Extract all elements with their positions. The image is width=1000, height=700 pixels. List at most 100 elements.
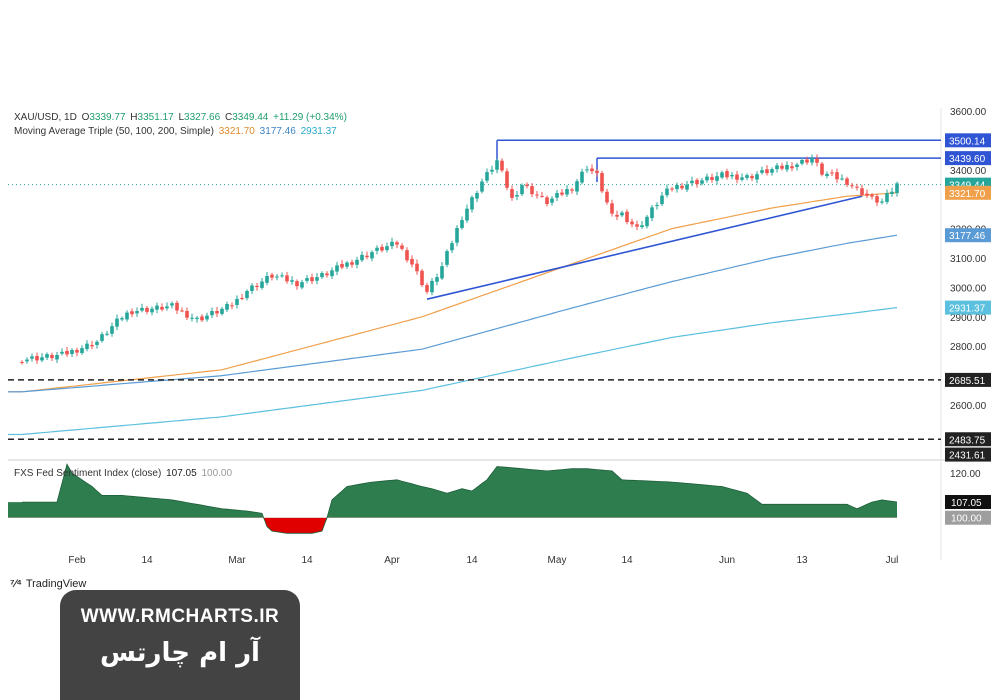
candle xyxy=(85,340,89,352)
price-label-box xyxy=(945,133,991,148)
candle-body xyxy=(395,242,399,245)
candle-body xyxy=(400,245,404,249)
candle-body xyxy=(385,246,389,251)
price-label-box xyxy=(945,432,991,447)
candle-body xyxy=(535,194,539,196)
candle-body xyxy=(50,355,54,359)
candle-body xyxy=(755,174,759,180)
candle-body xyxy=(615,214,619,217)
candle-body xyxy=(860,188,864,195)
candle xyxy=(430,277,434,296)
candle-body xyxy=(710,177,714,180)
candle-body xyxy=(180,310,184,312)
candle-body xyxy=(865,193,869,196)
candle-body xyxy=(750,176,754,179)
candle-body xyxy=(255,285,259,288)
candle-body xyxy=(565,189,569,195)
candle-body xyxy=(425,285,429,292)
candle xyxy=(685,181,689,192)
candle xyxy=(720,170,724,180)
candle-body xyxy=(555,193,559,198)
candle xyxy=(270,272,274,281)
candle xyxy=(735,170,739,184)
candle-body xyxy=(465,208,469,221)
candle xyxy=(805,156,809,165)
candle xyxy=(255,282,259,291)
candle-body xyxy=(110,326,114,334)
symbol-label: XAU/USD, 1D xyxy=(14,112,77,123)
candle-body xyxy=(470,197,474,210)
candle-body xyxy=(625,211,629,223)
candle xyxy=(895,181,899,197)
candle-body xyxy=(305,278,309,281)
candle-body xyxy=(490,169,494,172)
candle xyxy=(470,195,474,213)
candle-body xyxy=(645,216,649,227)
candle-body xyxy=(685,184,689,190)
y-tick-label: 2800.00 xyxy=(950,342,987,353)
candle xyxy=(290,276,294,285)
candle xyxy=(215,306,219,317)
candle-body xyxy=(130,311,134,315)
candle xyxy=(565,184,569,197)
candle xyxy=(145,306,149,315)
candle xyxy=(280,272,284,278)
candle-body xyxy=(355,259,359,265)
candle-body xyxy=(445,251,449,265)
candle-body xyxy=(815,158,819,163)
candle-body xyxy=(525,184,529,187)
ma100-value: 3177.46 xyxy=(259,126,296,137)
change-value: +11.29 (+0.34%) xyxy=(273,112,347,123)
ma100-line xyxy=(21,234,898,393)
candle-body xyxy=(290,280,294,282)
candle xyxy=(700,178,704,186)
candle xyxy=(810,154,814,166)
candle xyxy=(445,249,449,268)
candle-body xyxy=(790,166,794,169)
candle xyxy=(495,158,499,174)
candle xyxy=(870,193,874,200)
sentiment-header: FXS Fed Sentiment Index (close) 107.05 1… xyxy=(14,468,232,479)
candle-body xyxy=(20,361,24,363)
candle-body xyxy=(675,184,679,190)
price-label-text: 2931.37 xyxy=(949,304,986,315)
candle-body xyxy=(310,277,314,282)
price-label-text: 2685.51 xyxy=(949,376,986,387)
sentiment-title: FXS Fed Sentiment Index (close) xyxy=(14,468,162,479)
candle xyxy=(230,302,234,310)
y-tick-label: 3600.00 xyxy=(950,107,987,118)
candle-body xyxy=(185,310,189,318)
candle-body xyxy=(460,220,464,229)
y-tick-label: 3100.00 xyxy=(950,254,987,265)
candle xyxy=(790,162,794,172)
candle-body xyxy=(75,349,79,353)
candle xyxy=(175,300,179,314)
candle xyxy=(555,190,559,202)
candle-body xyxy=(135,311,139,314)
sentiment-base: 100.00 xyxy=(201,468,233,479)
x-tick-label: 14 xyxy=(301,555,313,566)
candle-body xyxy=(475,192,479,199)
candle xyxy=(875,193,879,207)
candle-body xyxy=(270,274,274,278)
candle-body xyxy=(325,273,329,276)
candle-body xyxy=(315,277,319,281)
candle-body xyxy=(745,175,749,178)
candle xyxy=(370,250,374,262)
candle-body xyxy=(480,181,484,192)
candle xyxy=(90,340,94,350)
candle-body xyxy=(390,241,394,247)
candle xyxy=(745,173,749,181)
x-tick-label: Jul xyxy=(886,555,899,566)
candle-body xyxy=(670,188,674,190)
candle-body xyxy=(805,159,809,163)
sentiment-area-positive xyxy=(8,464,897,518)
candle-body xyxy=(55,354,59,360)
candle xyxy=(45,352,49,361)
candle xyxy=(75,347,79,357)
candle xyxy=(835,168,839,183)
candle-body xyxy=(500,160,504,171)
candle xyxy=(350,259,354,268)
candle-body xyxy=(620,212,624,216)
